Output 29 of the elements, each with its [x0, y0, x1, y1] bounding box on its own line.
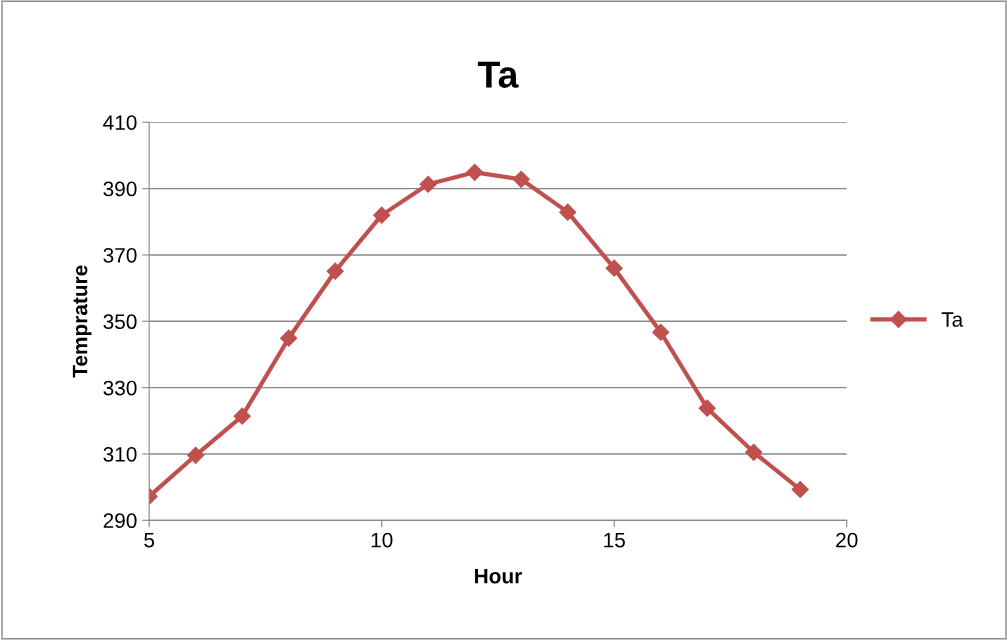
point — [466, 163, 484, 181]
x-tick-label: 15 — [604, 532, 625, 548]
point — [233, 407, 251, 425]
legend-label: Ta — [941, 312, 964, 327]
y-tick-label: 370 — [103, 247, 137, 263]
point — [419, 175, 437, 193]
point — [326, 262, 344, 280]
point — [280, 329, 298, 347]
point — [373, 206, 391, 224]
y-axis-title: Temprature — [72, 265, 92, 378]
x-axis-title: Hour — [475, 568, 522, 584]
y-tick-label: 310 — [103, 446, 137, 462]
y-tick-label: 410 — [103, 115, 137, 130]
point — [698, 399, 716, 417]
point — [512, 170, 530, 188]
x-tick-label: 5 — [144, 532, 155, 548]
x-tick-label: 20 — [836, 532, 858, 548]
point — [187, 446, 205, 464]
x-tick-label: 10 — [371, 532, 393, 548]
point — [652, 323, 670, 341]
point — [745, 443, 763, 461]
y-tick-label: 290 — [103, 513, 137, 529]
point — [605, 259, 623, 277]
y-tick-label: 350 — [103, 314, 137, 330]
y-tick-label: 390 — [103, 181, 137, 197]
chart-title: Ta — [477, 61, 519, 88]
y-tick-label: 330 — [103, 380, 137, 396]
point — [791, 480, 809, 499]
point — [559, 203, 577, 221]
